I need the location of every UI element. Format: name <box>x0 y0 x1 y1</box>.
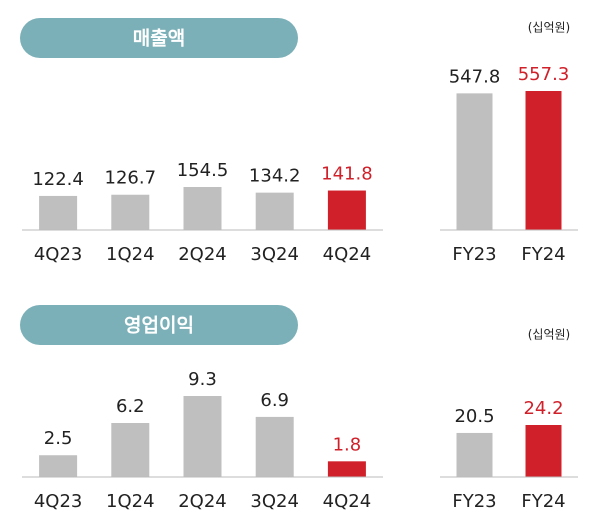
unit-label: (십억원) <box>528 328 570 342</box>
value-label: 141.8 <box>321 164 373 185</box>
bar <box>456 432 493 477</box>
value-label: 9.3 <box>188 369 217 390</box>
bar <box>111 423 150 477</box>
bar <box>111 194 150 230</box>
x-tick-label: FY23 <box>452 491 496 512</box>
bar <box>39 195 78 230</box>
value-label: 126.7 <box>105 168 157 189</box>
x-tick-label: 3Q24 <box>250 244 299 265</box>
value-label: 134.2 <box>249 166 301 187</box>
section-pill <box>20 18 298 58</box>
unit-label: (십억원) <box>528 21 570 35</box>
section-pill <box>20 305 298 345</box>
bar <box>183 396 222 477</box>
section-title: 영업이익 <box>124 315 194 337</box>
bar <box>525 91 562 230</box>
bar <box>525 425 562 477</box>
section-title: 매출액 <box>133 28 185 50</box>
value-label: 557.3 <box>518 64 570 85</box>
x-tick-label: 3Q24 <box>250 491 299 512</box>
value-label: 2.5 <box>44 428 73 449</box>
x-tick-label: 4Q24 <box>323 244 372 265</box>
bar <box>183 187 222 230</box>
x-tick-label: FY24 <box>521 491 565 512</box>
x-tick-label: 4Q23 <box>34 491 83 512</box>
x-tick-label: 2Q24 <box>178 244 227 265</box>
bar <box>255 416 294 477</box>
value-label: 6.9 <box>260 390 289 411</box>
x-tick-label: 4Q24 <box>323 491 372 512</box>
bar <box>327 461 366 477</box>
x-tick-label: FY24 <box>521 244 565 265</box>
value-label: 547.8 <box>449 66 501 87</box>
bar <box>255 192 294 230</box>
value-label: 122.4 <box>32 169 84 190</box>
value-label: 6.2 <box>116 396 145 417</box>
x-tick-label: 2Q24 <box>178 491 227 512</box>
value-label: 20.5 <box>454 406 494 427</box>
value-label: 1.8 <box>333 434 362 455</box>
value-label: 154.5 <box>177 160 229 181</box>
x-tick-label: 4Q23 <box>34 244 83 265</box>
x-tick-label: 1Q24 <box>106 244 155 265</box>
bar <box>39 455 78 477</box>
x-tick-label: 1Q24 <box>106 491 155 512</box>
bar <box>327 190 366 230</box>
value-label: 24.2 <box>523 398 563 419</box>
x-tick-label: FY23 <box>452 244 496 265</box>
bar <box>456 93 493 230</box>
